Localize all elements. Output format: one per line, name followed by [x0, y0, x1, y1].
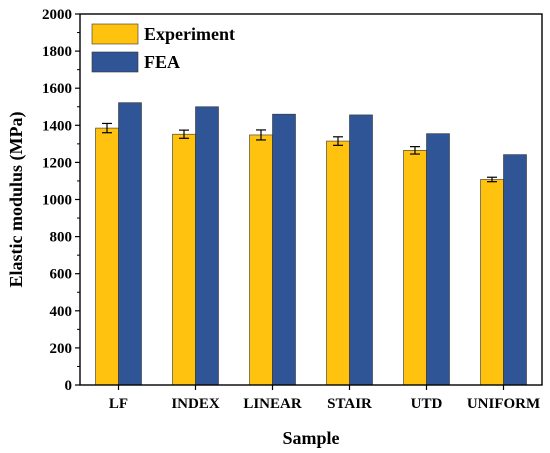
y-tick-label-200: 200	[50, 341, 73, 357]
legend-swatch-fea	[91, 51, 139, 73]
y-tick-label-600: 600	[50, 267, 73, 283]
legend-label-experiment: Experiment	[144, 24, 235, 44]
bar-experiment-utd	[403, 150, 427, 386]
y-tick-label-400: 400	[50, 304, 73, 320]
bar-experiment-lf	[95, 127, 119, 386]
legend: Experiment FEA	[91, 23, 235, 73]
bar-fea-linear	[272, 113, 296, 386]
y-axis-title: Elastic modulus (MPa)	[6, 111, 27, 287]
x-tick-label-uniform: UNIFORM	[467, 396, 540, 412]
legend-label-fea: FEA	[144, 52, 180, 72]
bar-fea-utd	[426, 133, 450, 386]
x-tick-labels: LF INDEX LINEAR STAIR UTD UNIFORM	[109, 396, 540, 412]
bar-fea-stair	[349, 114, 373, 386]
y-tick-label-0: 0	[65, 378, 73, 394]
bar-experiment-linear	[249, 134, 273, 386]
y-tick-label-1600: 1600	[42, 81, 72, 97]
bar-fea-index	[195, 106, 219, 386]
y-tick-label-1800: 1800	[42, 44, 72, 60]
y-tick-label-1400: 1400	[42, 118, 72, 134]
legend-swatch-experiment	[91, 23, 139, 45]
bar-experiment-stair	[326, 140, 350, 386]
axes-layer	[75, 13, 543, 390]
bar-experiment-index	[172, 133, 196, 386]
x-tick-label-stair: STAIR	[327, 396, 372, 412]
y-tick-label-1200: 1200	[42, 155, 72, 171]
bar-experiment-uniform	[480, 179, 504, 386]
x-tick-label-linear: LINEAR	[243, 396, 302, 412]
y-tick-label-800: 800	[50, 230, 73, 246]
y-tick-labels: 0 200 400 600 800 1000 1200 1400 1600 1800 2000	[42, 7, 72, 394]
bar-fea-uniform	[503, 154, 527, 386]
y-tick-label-2000: 2000	[42, 7, 72, 23]
x-axis-title: Sample	[282, 428, 339, 448]
x-tick-label-index: INDEX	[171, 396, 220, 412]
bars-layer	[95, 102, 527, 386]
bar-fea-lf	[118, 102, 142, 386]
x-tick-label-lf: LF	[109, 396, 128, 412]
x-tick-label-utd: UTD	[411, 396, 443, 412]
error-bars-layer	[102, 122, 497, 183]
y-tick-label-1000: 1000	[42, 193, 72, 209]
